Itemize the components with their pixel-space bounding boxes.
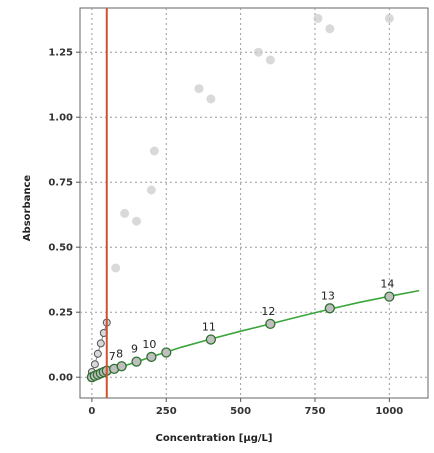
point-label: 10 xyxy=(142,338,156,351)
point-label: 12 xyxy=(261,305,275,318)
faded-points xyxy=(111,13,394,273)
faded-point xyxy=(265,55,275,65)
y-tick-label: 0.00 xyxy=(48,373,73,384)
x-axis-label: Concentration [µg/L] xyxy=(156,433,273,444)
faded-point xyxy=(253,47,263,57)
calibration-point xyxy=(265,318,276,330)
x-tick-label: 500 xyxy=(230,406,251,417)
plot-area xyxy=(79,7,429,399)
calibration-point xyxy=(146,351,157,363)
faded-point xyxy=(120,208,130,218)
point-label: 11 xyxy=(202,321,216,334)
point-label: 13 xyxy=(321,289,335,302)
x-axis-ticks: 0 250 500 750 1000 xyxy=(88,398,403,417)
fit-curve xyxy=(91,289,420,378)
fit-curve-line xyxy=(91,289,420,378)
x-tick-label: 1000 xyxy=(375,406,403,417)
x-tick-label: 0 xyxy=(88,406,95,417)
faded-point xyxy=(325,24,335,34)
faded-point xyxy=(146,185,156,195)
point-label: 7 xyxy=(109,350,116,363)
faded-point xyxy=(111,263,121,273)
y-axis-label: Absorbance xyxy=(22,175,33,242)
y-tick-label: 0.50 xyxy=(48,243,73,254)
faded-point xyxy=(149,146,159,156)
low-range-point xyxy=(96,339,105,348)
x-tick-label: 250 xyxy=(156,406,177,417)
x-tick-label: 750 xyxy=(305,406,326,417)
faded-point xyxy=(206,94,216,104)
y-tick-label: 1.00 xyxy=(48,113,73,124)
calibration-point xyxy=(384,291,395,302)
calibration-point xyxy=(161,347,172,358)
low-range-point xyxy=(90,360,99,369)
calibration-point xyxy=(131,356,142,367)
faded-point xyxy=(132,216,142,226)
calibration-point xyxy=(116,361,127,372)
y-tick-label: 1.25 xyxy=(48,48,73,59)
point-label: 9 xyxy=(131,343,138,356)
calibration-points: 7 8 9 10 11 12 13 14 xyxy=(86,278,395,383)
faded-point xyxy=(313,13,323,23)
calibration-point xyxy=(205,334,217,345)
y-axis-ticks: 0.00 0.25 0.50 0.75 1.00 1.25 xyxy=(48,48,80,384)
grid-lines xyxy=(80,8,428,398)
faded-point xyxy=(384,13,394,23)
calibration-point xyxy=(324,303,335,314)
point-label: 8 xyxy=(116,347,123,360)
y-tick-label: 0.25 xyxy=(48,308,73,319)
y-tick-label: 0.75 xyxy=(48,178,73,189)
point-label: 14 xyxy=(380,278,394,291)
faded-point xyxy=(194,84,204,94)
low-range-point xyxy=(93,349,102,358)
